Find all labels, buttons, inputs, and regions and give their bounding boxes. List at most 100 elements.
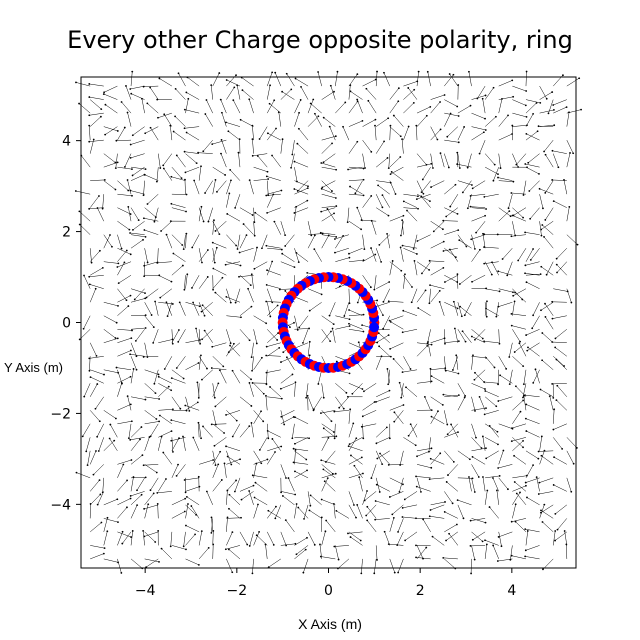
field-vector [515, 521, 527, 533]
field-vector-head [317, 71, 319, 73]
field-vector [539, 436, 543, 451]
field-vector [321, 329, 331, 342]
field-vector-head [88, 140, 91, 143]
field-vector [280, 464, 287, 479]
field-vector [339, 396, 350, 408]
field-vector [348, 166, 363, 170]
field-vector-head [96, 503, 99, 506]
field-vector-head [361, 119, 364, 122]
field-vector [337, 558, 350, 569]
field-vector-head [335, 236, 338, 238]
field-vector [292, 140, 295, 155]
field-vector [163, 452, 173, 465]
field-vector-head [131, 194, 133, 197]
field-vector-head [117, 282, 120, 285]
field-vector [237, 234, 241, 250]
field-vector [402, 504, 418, 509]
field-vector-head [455, 523, 458, 526]
field-vector [297, 180, 309, 192]
field-vector-head [116, 266, 119, 268]
field-vector-head [412, 247, 415, 250]
field-vector [248, 490, 254, 505]
field-vector-head [271, 438, 274, 440]
field-vector [543, 139, 554, 152]
field-vector [251, 342, 254, 358]
field-vector [212, 221, 220, 235]
field-vector-head [505, 367, 508, 370]
field-vector-head [402, 214, 405, 217]
field-vector-head [88, 369, 91, 372]
field-vector [176, 356, 186, 369]
field-vector-head [412, 101, 415, 104]
field-vector [130, 396, 146, 400]
field-vector-head [308, 340, 311, 343]
field-vector-head [402, 483, 404, 486]
field-vector-head [457, 115, 460, 117]
field-vector-head [162, 167, 165, 170]
field-vector-head [225, 79, 228, 81]
field-vector [327, 208, 336, 222]
field-vector [228, 131, 241, 141]
field-vector-head [522, 446, 524, 449]
field-vector-head [524, 528, 527, 530]
field-vector [118, 275, 132, 284]
field-vector [171, 437, 186, 441]
field-vector-head [449, 112, 452, 115]
field-vector-head [383, 140, 385, 143]
field-vector [185, 339, 200, 344]
field-vector [471, 423, 477, 438]
field-vector [514, 481, 527, 492]
field-vector [294, 207, 309, 214]
field-vector-head [182, 248, 185, 251]
field-vector [474, 329, 486, 340]
field-vector [103, 315, 117, 323]
field-vector [144, 558, 160, 563]
field-vector [403, 201, 418, 208]
field-vector-head [536, 130, 539, 133]
field-vector-head [402, 404, 405, 406]
field-vector [144, 383, 156, 394]
field-vector-head [529, 217, 532, 220]
field-vector [253, 329, 258, 344]
field-vector-head [525, 281, 528, 284]
field-vector-head [374, 500, 377, 502]
field-vector-head [432, 167, 434, 169]
field-vector [226, 558, 233, 573]
field-vector [529, 180, 540, 192]
field-vector [416, 153, 427, 165]
field-vector-head [157, 529, 160, 532]
field-vector [310, 103, 322, 114]
field-vector [387, 369, 391, 385]
field-vector [566, 437, 578, 449]
field-vector [416, 115, 428, 127]
field-vector [459, 306, 472, 316]
field-vector [144, 531, 156, 543]
field-vector-head [458, 167, 461, 169]
field-vector [226, 180, 232, 195]
field-vector-head [469, 545, 472, 547]
field-vector-head [125, 299, 128, 302]
field-vector-head [248, 339, 251, 342]
field-vector-head [231, 571, 234, 574]
field-vector-head [117, 262, 120, 265]
field-vector [362, 195, 372, 208]
field-vector-head [200, 530, 203, 532]
field-vector [321, 464, 334, 474]
field-vector [89, 112, 104, 116]
field-vector-head [265, 300, 268, 303]
field-vector-head [220, 479, 223, 481]
field-vector-head [332, 323, 335, 326]
field-vector [555, 504, 567, 515]
field-vector [498, 207, 511, 217]
field-vector-head [210, 423, 213, 426]
field-vector [90, 99, 102, 110]
field-vector-head [170, 175, 173, 178]
field-vector-head [468, 458, 471, 461]
field-vector [132, 220, 145, 231]
field-vector [221, 112, 227, 127]
field-vector-head [556, 528, 559, 531]
field-vector-head [271, 260, 274, 263]
field-vector [191, 234, 200, 248]
field-vector [348, 504, 357, 518]
field-vector-head [544, 191, 547, 194]
